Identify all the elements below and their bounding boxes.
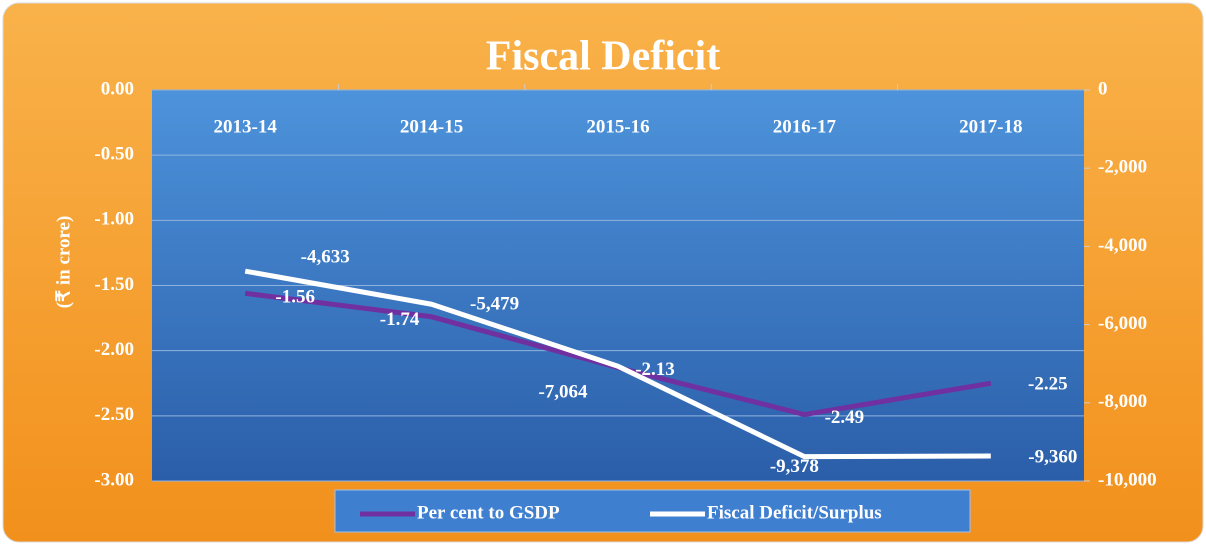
x-tick-label: 2013-14 bbox=[214, 116, 278, 137]
data-label: -7,064 bbox=[538, 382, 588, 403]
y-axis-label: (₹ in crore) bbox=[53, 216, 74, 309]
data-label: -1.56 bbox=[275, 287, 315, 308]
y-tick-label: -2.50 bbox=[94, 404, 134, 425]
y-tick-label: -0.50 bbox=[94, 144, 134, 165]
y2-tick-label: 0 bbox=[1098, 78, 1108, 99]
data-label: -9,360 bbox=[1028, 446, 1077, 467]
y-tick-label: 0.00 bbox=[101, 78, 134, 99]
data-label: -2.25 bbox=[1028, 374, 1068, 395]
data-label: -1.74 bbox=[380, 309, 420, 330]
y-tick-label: -1.50 bbox=[94, 274, 134, 295]
data-label: -9,378 bbox=[770, 456, 819, 477]
data-label: -5,479 bbox=[470, 294, 519, 315]
data-label: -2.49 bbox=[825, 407, 865, 428]
y-tick-label: -3.00 bbox=[94, 469, 134, 490]
x-tick-label: 2015-16 bbox=[586, 116, 649, 137]
x-tick-label: 2016-17 bbox=[773, 116, 837, 137]
y2-tick-label: -4,000 bbox=[1098, 235, 1147, 256]
data-label: -4,633 bbox=[301, 247, 350, 268]
series-line bbox=[244, 268, 991, 460]
y-tick-label: -1.00 bbox=[94, 209, 134, 230]
y2-tick-label: -10,000 bbox=[1098, 469, 1157, 490]
x-tick-label: 2014-15 bbox=[400, 116, 463, 137]
x-tick-label: 2017-18 bbox=[959, 116, 1022, 137]
y2-tick-label: -6,000 bbox=[1098, 313, 1147, 334]
chart-title: Fiscal Deficit bbox=[486, 34, 720, 80]
data-label: -2.13 bbox=[635, 359, 675, 380]
y2-tick-label: -8,000 bbox=[1098, 391, 1147, 412]
y-tick-label: -2.00 bbox=[94, 339, 134, 360]
legend-label: Fiscal Deficit/Surplus bbox=[707, 502, 882, 523]
y2-tick-label: -2,000 bbox=[1098, 157, 1147, 178]
legend bbox=[334, 489, 971, 533]
legend-label: Per cent to GSDP bbox=[417, 502, 560, 523]
